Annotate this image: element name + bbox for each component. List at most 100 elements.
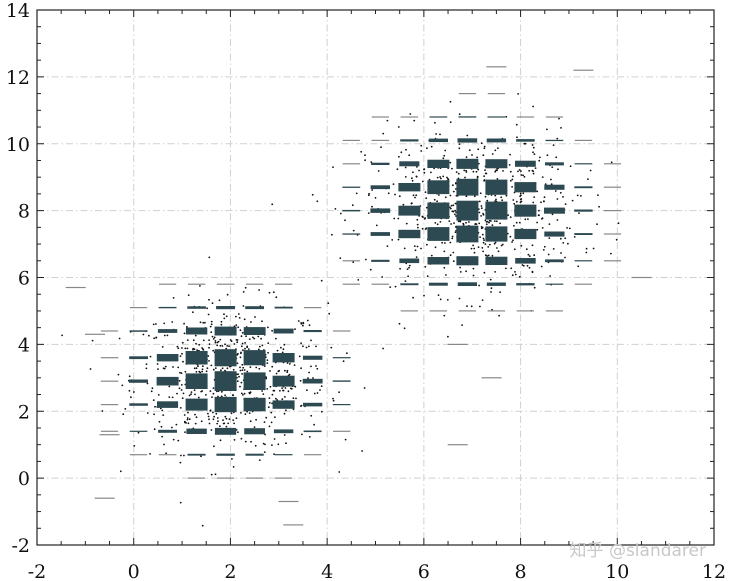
data-point xyxy=(176,345,179,348)
data-point xyxy=(361,450,363,452)
density-mark xyxy=(157,329,178,333)
data-point xyxy=(478,284,480,287)
data-point xyxy=(428,178,431,181)
data-point xyxy=(263,421,266,423)
density-mark xyxy=(303,330,322,333)
data-point xyxy=(423,294,425,297)
data-point xyxy=(413,245,416,248)
data-point xyxy=(294,328,296,331)
data-point xyxy=(207,412,209,415)
data-point xyxy=(286,362,289,364)
density-mark xyxy=(274,454,293,456)
data-point xyxy=(416,223,419,226)
data-point xyxy=(400,151,403,154)
data-point xyxy=(208,256,211,259)
data-point xyxy=(150,390,153,393)
data-point xyxy=(316,200,319,203)
outlier-mark xyxy=(603,233,622,235)
data-point xyxy=(198,343,201,346)
x-tick-label: 0 xyxy=(128,561,140,581)
data-point xyxy=(573,236,576,238)
data-point xyxy=(294,385,297,388)
data-point xyxy=(551,213,554,216)
density-mark xyxy=(545,162,564,166)
data-point xyxy=(283,434,286,436)
data-point xyxy=(61,334,63,337)
data-point xyxy=(416,166,418,168)
data-point xyxy=(495,198,497,201)
data-point xyxy=(518,275,521,278)
data-point xyxy=(128,375,131,378)
data-point xyxy=(328,312,331,315)
density-mark xyxy=(185,373,208,389)
data-point xyxy=(538,214,540,217)
data-point xyxy=(478,211,481,214)
data-point xyxy=(311,193,314,196)
data-point xyxy=(157,368,159,370)
data-point xyxy=(476,175,479,178)
data-point xyxy=(308,324,311,327)
data-point xyxy=(217,420,219,422)
axis-ticks xyxy=(36,9,715,546)
data-point xyxy=(231,458,233,460)
data-point xyxy=(477,148,480,151)
data-point xyxy=(281,398,284,401)
data-point xyxy=(224,394,227,397)
data-point xyxy=(446,176,448,179)
data-point xyxy=(201,370,204,373)
data-point xyxy=(512,175,514,178)
data-point xyxy=(559,191,562,194)
data-point xyxy=(230,412,233,415)
data-point xyxy=(158,420,161,423)
data-point xyxy=(443,250,446,253)
data-point xyxy=(184,420,186,423)
data-point xyxy=(394,193,396,196)
data-point xyxy=(483,271,486,274)
data-point xyxy=(483,145,486,148)
data-point xyxy=(204,321,206,324)
data-point xyxy=(188,394,191,397)
data-point xyxy=(187,422,190,425)
data-point xyxy=(305,346,308,349)
data-point xyxy=(424,228,427,231)
data-point xyxy=(290,387,293,390)
data-point xyxy=(389,286,392,288)
data-point xyxy=(217,340,220,343)
data-point xyxy=(470,247,473,250)
data-point xyxy=(515,200,518,203)
density-mark xyxy=(156,376,179,386)
data-point xyxy=(519,192,522,195)
data-point xyxy=(242,291,245,293)
data-point xyxy=(334,208,337,210)
outlier-mark xyxy=(188,477,206,479)
data-point xyxy=(210,473,213,476)
outlier-mark xyxy=(400,116,418,118)
density-mark xyxy=(129,403,148,406)
data-point xyxy=(307,377,309,379)
data-point xyxy=(281,351,284,354)
density-mark xyxy=(544,184,565,190)
data-point xyxy=(300,322,302,324)
data-point xyxy=(239,329,242,332)
data-point xyxy=(199,371,202,374)
data-point xyxy=(193,348,196,351)
data-point xyxy=(434,246,437,249)
data-point xyxy=(508,164,511,166)
data-point xyxy=(183,322,186,325)
data-point xyxy=(560,252,562,254)
data-point xyxy=(444,196,447,199)
data-point xyxy=(521,264,524,266)
data-point xyxy=(487,246,490,248)
data-point xyxy=(364,154,366,157)
data-point xyxy=(410,202,413,205)
data-point xyxy=(180,372,183,375)
data-point xyxy=(246,370,249,373)
data-point xyxy=(275,372,278,375)
data-point xyxy=(482,237,485,240)
data-point xyxy=(438,194,440,196)
density-mark xyxy=(243,350,266,366)
data-point xyxy=(423,218,426,220)
data-point xyxy=(202,321,205,324)
density-mark xyxy=(158,429,177,433)
density-mark xyxy=(427,202,450,219)
